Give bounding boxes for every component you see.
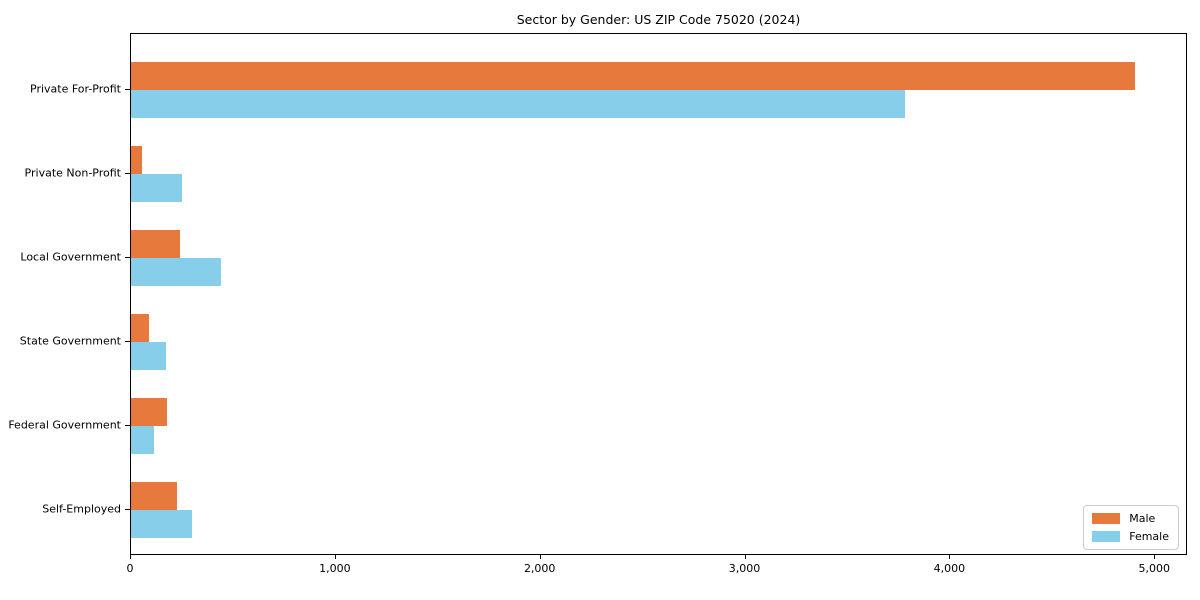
y-tick-mark — [125, 509, 130, 510]
legend: Male Female — [1083, 505, 1179, 550]
y-axis-label-private-non-profit: Private Non-Profit — [24, 166, 121, 180]
x-tick-label-1-000: 1,000 — [319, 562, 351, 575]
bar-female-local-government — [131, 258, 222, 286]
y-tick-mark — [125, 257, 130, 258]
bar-female-federal-government — [131, 426, 154, 454]
y-axis-label-self-employed: Self-Employed — [42, 502, 121, 516]
x-tick-mark — [334, 555, 336, 559]
x-tick-label-0: 0 — [126, 562, 134, 575]
x-tick-label-4-000: 4,000 — [933, 562, 966, 575]
legend-item-female: Female — [1092, 530, 1169, 543]
y-tick-mark — [125, 89, 130, 90]
bar-female-self-employed — [131, 510, 193, 538]
y-axis-label-local-government: Local Government — [20, 250, 121, 264]
x-tick-label-5-000: 5,000 — [1138, 562, 1170, 575]
chart-title: Sector by Gender: US ZIP Code 75020 (202… — [516, 12, 801, 27]
x-tick-label-3-000: 3,000 — [728, 562, 761, 575]
x-tick-mark — [539, 555, 541, 559]
x-tick-label-2-000: 2,000 — [523, 562, 556, 575]
x-tick-mark — [744, 555, 746, 559]
y-tick-mark — [125, 341, 130, 342]
bar-male-private-non-profit — [131, 146, 143, 174]
bar-male-state-government — [131, 314, 150, 342]
legend-label-male: Male — [1129, 512, 1156, 525]
bar-female-private-non-profit — [131, 174, 183, 202]
y-axis-label-state-government: State Government — [19, 334, 121, 348]
y-axis-label-private-for-profit: Private For-Profit — [30, 82, 121, 96]
bar-female-private-for-profit — [131, 90, 906, 118]
y-tick-mark — [125, 425, 130, 426]
plot-area: Male Female — [130, 33, 1187, 555]
bar-female-state-government — [131, 342, 166, 370]
x-tick-mark — [1154, 555, 1156, 559]
legend-swatch-male — [1092, 513, 1121, 524]
x-tick-mark — [130, 555, 131, 559]
y-axis-label-federal-government: Federal Government — [8, 418, 121, 432]
legend-swatch-female — [1092, 531, 1121, 542]
bar-male-local-government — [131, 230, 181, 258]
x-tick-mark — [949, 555, 951, 559]
legend-label-female: Female — [1129, 530, 1169, 543]
legend-item-male: Male — [1092, 512, 1169, 525]
y-tick-mark — [125, 173, 130, 174]
bar-male-private-for-profit — [131, 62, 1135, 90]
bar-male-self-employed — [131, 482, 178, 510]
bar-male-federal-government — [131, 398, 167, 426]
